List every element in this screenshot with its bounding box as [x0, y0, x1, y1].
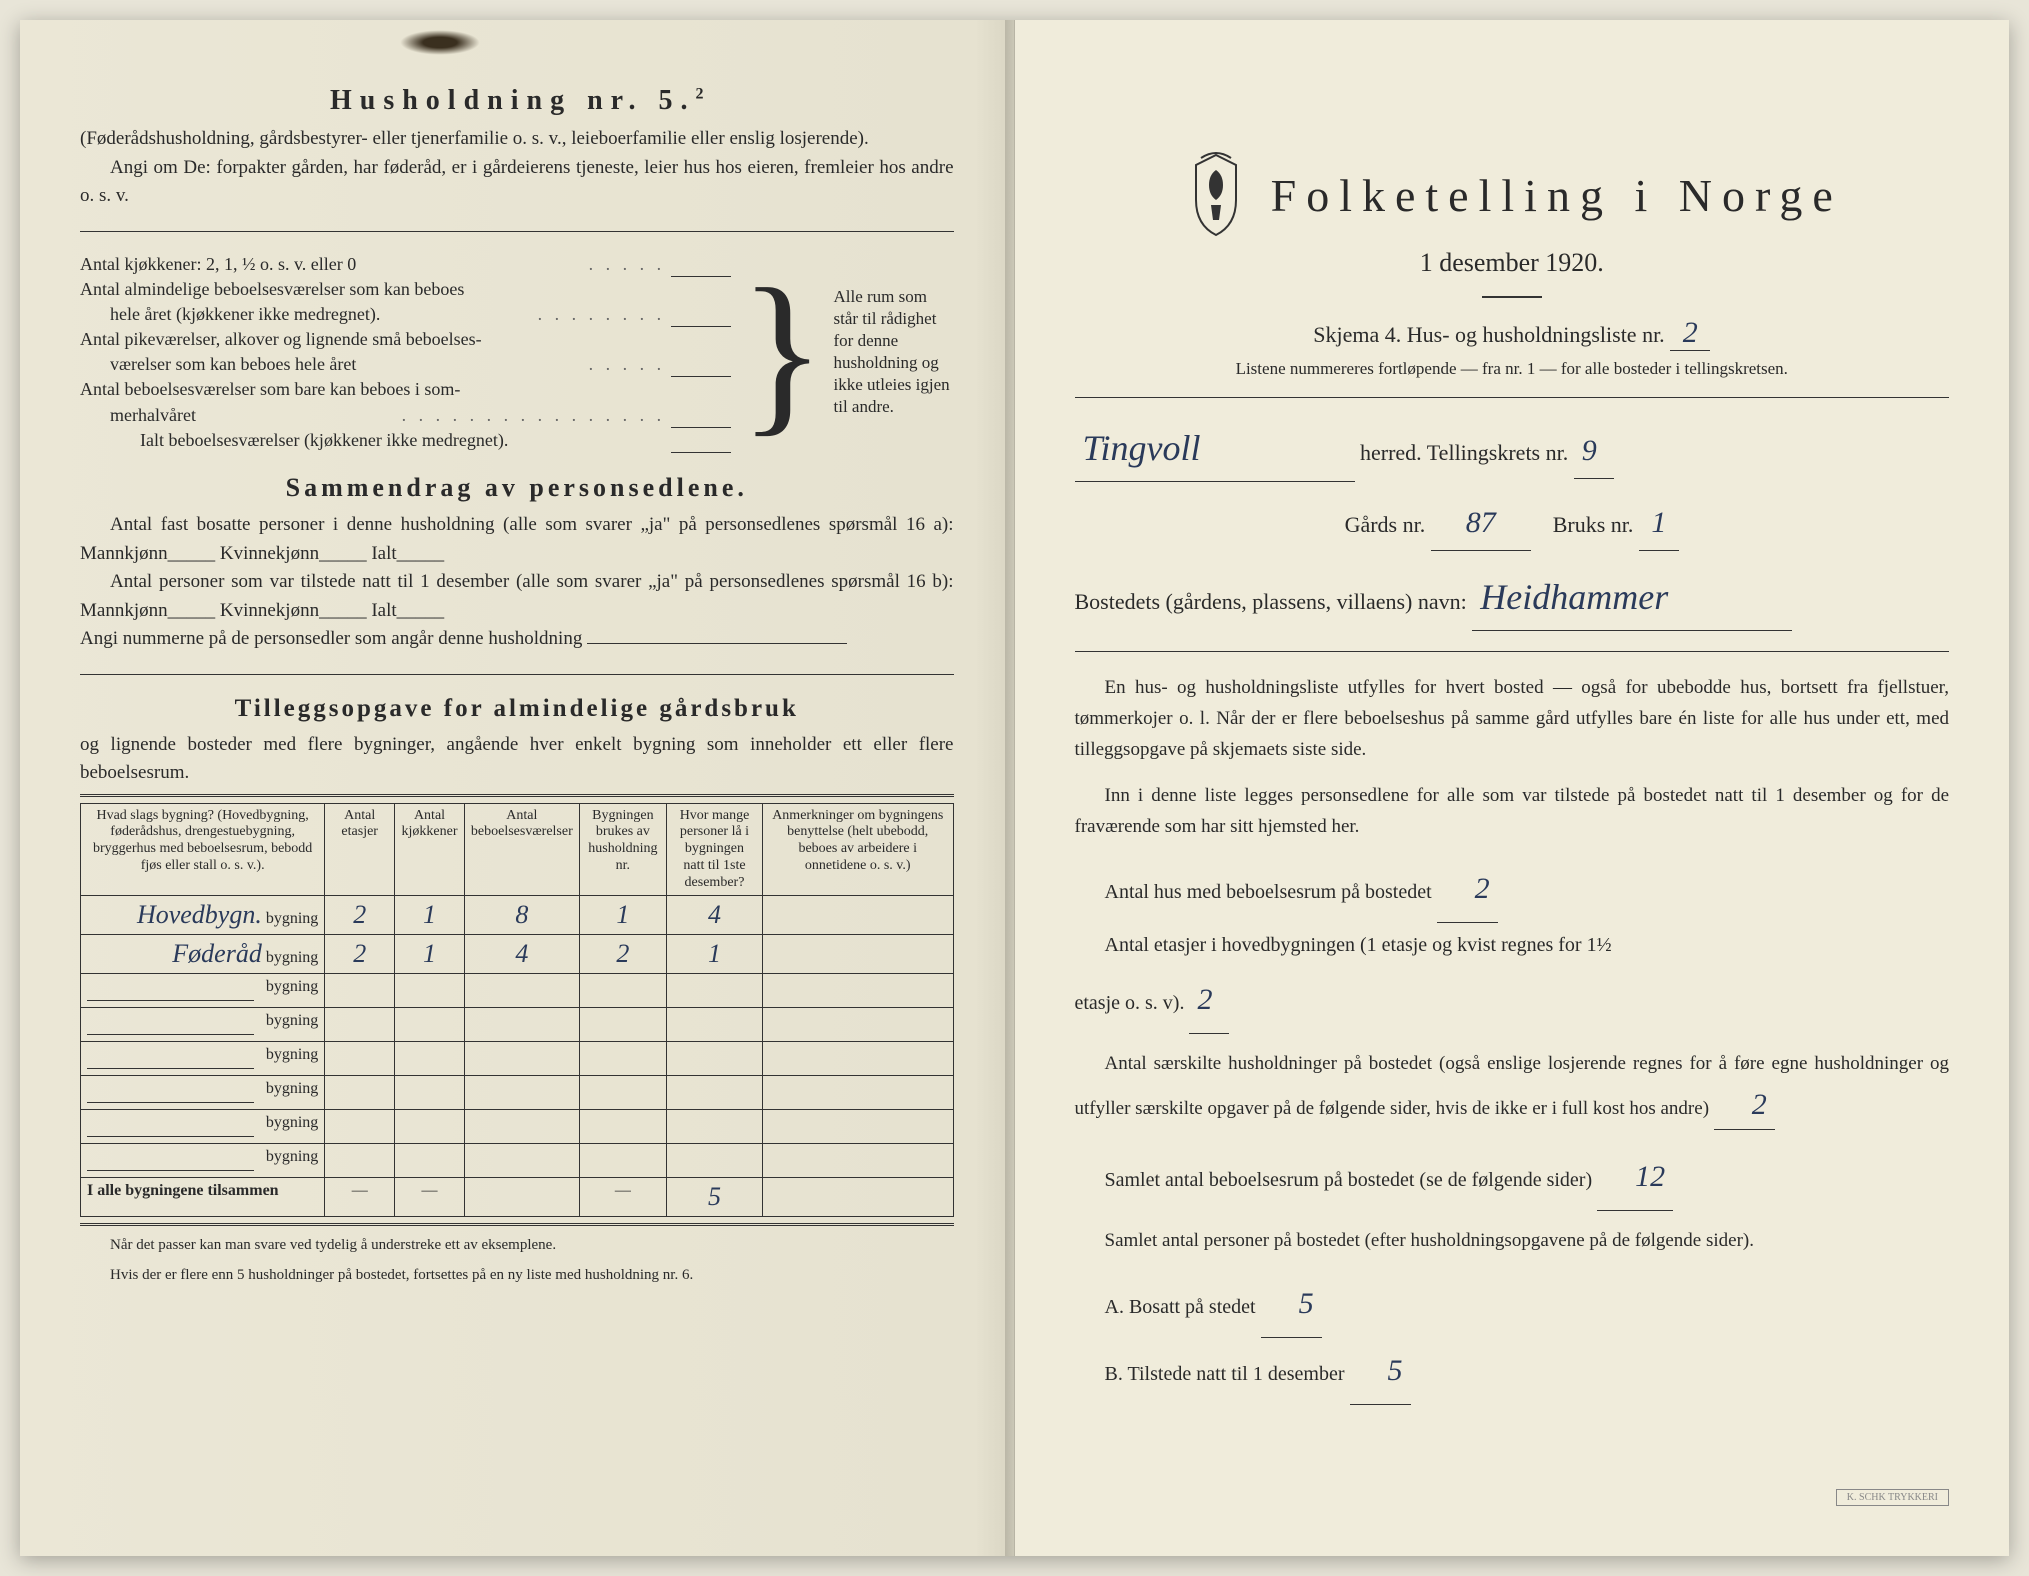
col1-head: Hvad slags bygning? (Hovedbygning, føder… [81, 803, 325, 896]
rooms-r3b: værelser som kan beboes hele året [80, 352, 589, 377]
bosted-hw: Heidhammer [1472, 565, 1792, 631]
h5-sup: 2 [696, 86, 704, 103]
rooms-r5: Ialt beboelsesværelser (kjøkkener ikke m… [80, 428, 665, 453]
col5-head: Bygningen brukes av husholdning nr. [579, 803, 666, 896]
col2-head: Antal etasjer [325, 803, 395, 896]
schema-nr: 2 [1670, 316, 1710, 351]
sammen-p1: Antal fast bosatte personer i denne hush… [80, 511, 954, 568]
lA-hw: 5 [1261, 1271, 1322, 1338]
bosted-line: Bostedets (gårdens, plassens, villaens) … [1075, 565, 1950, 631]
para2: Inn i denne liste legges personsedlene f… [1075, 780, 1950, 843]
double-rule-b [80, 1223, 954, 1226]
list-note: Listene nummereres fortløpende — fra nr.… [1075, 359, 1950, 379]
printer-stamp: K. SCHK TRYKKERI [1836, 1489, 1949, 1506]
sum-c6: 5 [708, 1182, 721, 1211]
rooms-bracket-text: Alle rum som står til rådighet for denne… [834, 286, 954, 419]
rule2 [80, 674, 954, 675]
lB-hw: 5 [1350, 1338, 1411, 1405]
building-table: Hvad slags bygning? (Hovedbygning, føder… [80, 803, 954, 1218]
line2a: Antal etasjer i hovedbygningen (1 etasje… [1075, 923, 1950, 967]
title-row: Folketelling i Norge [1075, 150, 1950, 240]
document-spread: Husholdning nr. 5.2 (Føderådshusholdning… [20, 20, 2009, 1556]
herred-hw: Tingvoll [1075, 416, 1355, 482]
rooms-r2b: hele året (kjøkkener ikke medregnet). [80, 302, 538, 327]
table-sum-row: I alle bygningene tilsammen — — — 5 [81, 1178, 954, 1217]
col4-head: Antal beboelsesværelser [464, 803, 579, 896]
left-page: Husholdning nr. 5.2 (Føderådshusholdning… [20, 20, 1015, 1556]
table-row: Føderåd bygning21421 [81, 935, 954, 974]
l3-hw: 2 [1714, 1080, 1775, 1131]
short-rule [1482, 296, 1542, 298]
table-row: bygning [81, 1008, 954, 1042]
lineA: A. Bosatt på stedet 5 [1075, 1271, 1950, 1338]
sammen-p3: Angi nummerne på de personsedler som ang… [80, 625, 954, 654]
footnote1: Når det passer kan man svare ved tydelig… [80, 1236, 954, 1256]
rooms-block: Antal kjøkkener: 2, 1, ½ o. s. v. eller … [80, 252, 954, 454]
gards-line: Gårds nr. 87 Bruks nr. 1 [1075, 496, 1950, 551]
rooms-r1: Antal kjøkkener: 2, 1, ½ o. s. v. eller … [80, 252, 589, 277]
line1: Antal hus med beboelsesrum på bostedet 2 [1075, 856, 1950, 923]
husholdning-5-heading: Husholdning nr. 5.2 [80, 85, 954, 117]
sammen-p2: Antal personer som var tilstede natt til… [80, 568, 954, 625]
rooms-r3a: Antal pikeværelser, alkover og lignende … [80, 327, 731, 352]
rooms-r4a: Antal beboelsesværelser som bare kan beb… [80, 377, 731, 402]
col6-head: Hvor mange personer lå i bygningen natt … [667, 803, 763, 896]
gards-nr: 87 [1431, 496, 1531, 551]
rooms-r4b: merhalvåret [80, 403, 402, 428]
col3-head: Antal kjøkkener [395, 803, 465, 896]
table-row: bygning [81, 974, 954, 1008]
l2-hw: 2 [1189, 967, 1229, 1034]
h5-note1: (Føderådshusholdning, gårdsbestyrer- ell… [80, 125, 954, 154]
line5: Samlet antal personer på bostedet (efter… [1075, 1225, 1950, 1256]
tillegg-sub: og lignende bosteder med flere bygninger… [80, 731, 954, 788]
l1-hw: 2 [1437, 856, 1498, 923]
tillegg-heading: Tilleggsopgave for almindelige gårdsbruk [80, 695, 954, 723]
l4-hw: 12 [1597, 1144, 1673, 1211]
h5-title: Husholdning nr. 5. [330, 85, 696, 116]
footnote2: Hvis der er flere enn 5 husholdninger på… [80, 1266, 954, 1286]
sum-label: I alle bygningene tilsammen [81, 1178, 325, 1217]
lineB: B. Tilstede natt til 1 desember 5 [1075, 1338, 1950, 1405]
table-row: bygning [81, 1076, 954, 1110]
double-rule [80, 794, 954, 797]
h5-note2: Angi om De: forpakter gården, har føderå… [80, 154, 954, 211]
table-header-row: Hvad slags bygning? (Hovedbygning, føder… [81, 803, 954, 896]
table-row: Hovedbygn. bygning21814 [81, 896, 954, 935]
line4: Samlet antal beboelsesrum på bostedet (s… [1075, 1144, 1950, 1211]
rooms-left: Antal kjøkkener: 2, 1, ½ o. s. v. eller … [80, 252, 731, 454]
main-title: Folketelling i Norge [1271, 169, 1843, 222]
para1: En hus- og husholdningsliste utfylles fo… [1075, 672, 1950, 766]
table-row: bygning [81, 1110, 954, 1144]
herred-line: Tingvoll herred. Tellingskrets nr. 9 [1075, 416, 1950, 482]
curly-bracket: } [739, 271, 825, 433]
line3: Antal særskilte husholdninger på bostede… [1075, 1048, 1950, 1130]
bruks-nr: 1 [1639, 496, 1679, 551]
subtitle: 1 desember 1920. [1075, 248, 1950, 278]
table-row: bygning [81, 1042, 954, 1076]
coat-of-arms-icon [1181, 150, 1251, 240]
sammendrag-heading: Sammendrag av personsedlene. [80, 473, 954, 503]
rooms-r2a: Antal almindelige beboelsesværelser som … [80, 277, 731, 302]
schema-line: Skjema 4. Hus- og husholdningsliste nr. … [1075, 316, 1950, 351]
right-page: Folketelling i Norge 1 desember 1920. Sk… [1015, 20, 2010, 1556]
rule [80, 231, 954, 232]
rule-r2 [1075, 651, 1950, 652]
krets-nr: 9 [1574, 424, 1614, 479]
rule-r [1075, 397, 1950, 398]
col7-head: Anmerkninger om bygningens benyttelse (h… [762, 803, 953, 896]
line2b: etasje o. s. v). 2 [1075, 967, 1950, 1034]
table-row: bygning [81, 1144, 954, 1178]
